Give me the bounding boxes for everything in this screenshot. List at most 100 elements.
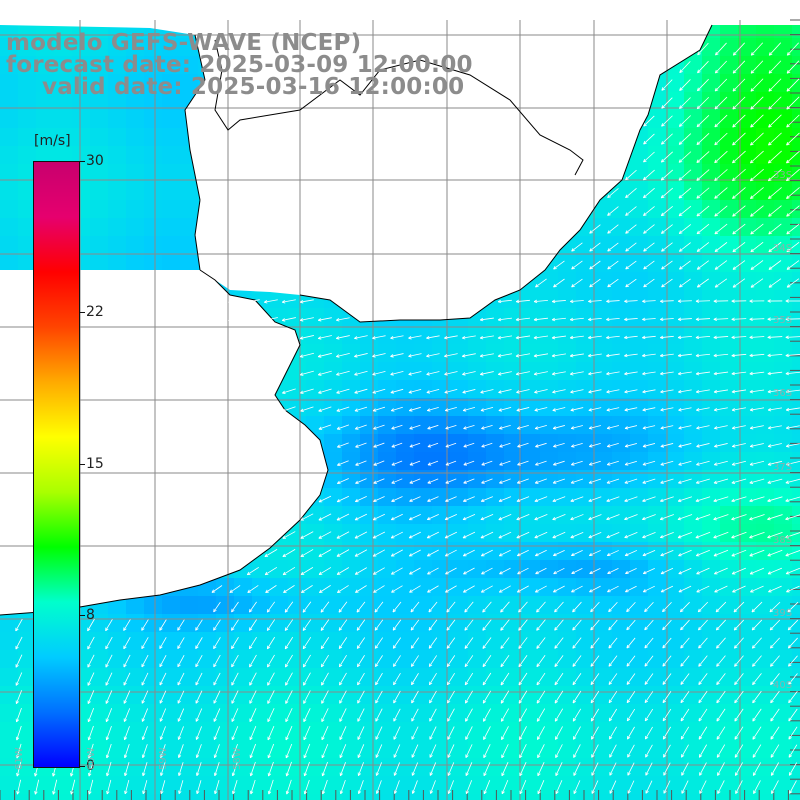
wind-speed-cell (684, 416, 703, 435)
wind-speed-cell (666, 290, 685, 309)
wind-speed-cell (666, 650, 685, 669)
wind-speed-cell (792, 722, 800, 741)
wind-speed-cell (540, 632, 559, 651)
wind-speed-cell (612, 452, 631, 471)
wind-speed-cell (108, 182, 127, 201)
wind-speed-cell (54, 38, 73, 57)
wind-speed-cell (684, 794, 703, 800)
wind-speed-cell (288, 596, 307, 615)
wind-speed-cell (90, 146, 109, 165)
wind-speed-cell (774, 380, 793, 399)
wind-speed-cell (504, 488, 523, 507)
wind-speed-cell (360, 668, 379, 687)
wind-speed-cell (792, 380, 800, 399)
wind-speed-cell (396, 362, 415, 381)
wind-speed-cell (324, 434, 343, 453)
wind-speed-cell (648, 506, 667, 525)
wind-speed-cell (90, 128, 109, 147)
wind-speed-cell (630, 668, 649, 687)
wind-speed-cell (720, 470, 739, 489)
wind-speed-cell (756, 290, 775, 309)
wind-speed-cell (738, 470, 757, 489)
wind-speed-cell (738, 308, 757, 327)
wind-speed-cell (774, 146, 793, 165)
wind-speed-cell (738, 344, 757, 363)
wind-speed-cell (630, 596, 649, 615)
wind-speed-cell (738, 110, 757, 129)
wind-speed-cell (162, 38, 181, 57)
wind-speed-cell (0, 632, 19, 651)
wind-speed-cell (324, 362, 343, 381)
wind-speed-cell (630, 362, 649, 381)
wind-speed-cell (792, 524, 800, 543)
wind-speed-cell (720, 398, 739, 417)
wind-speed-cell (360, 362, 379, 381)
wind-speed-cell (198, 740, 217, 759)
wind-speed-cell (684, 524, 703, 543)
wind-speed-cell (396, 524, 415, 543)
wind-speed-cell (126, 596, 145, 615)
wind-speed-cell (684, 308, 703, 327)
wind-speed-cell (558, 524, 577, 543)
wind-speed-cell (198, 668, 217, 687)
wind-speed-cell (702, 380, 721, 399)
latitude-label: 38S (773, 535, 793, 546)
wind-speed-cell (396, 506, 415, 525)
wind-speed-cell (432, 794, 451, 800)
wind-speed-cell (126, 182, 145, 201)
wind-speed-cell (126, 650, 145, 669)
wind-speed-cell (360, 578, 379, 597)
wind-speed-cell (648, 398, 667, 417)
wind-speed-cell (558, 362, 577, 381)
wind-speed-cell (378, 650, 397, 669)
wind-speed-cell (378, 488, 397, 507)
wind-speed-cell (0, 92, 19, 111)
wind-speed-cell (324, 776, 343, 795)
wind-speed-cell (720, 740, 739, 759)
wind-speed-cell (342, 794, 361, 800)
wind-speed-cell (234, 776, 253, 795)
wind-speed-cell (576, 308, 595, 327)
wind-speed-cell (396, 326, 415, 345)
wind-speed-cell (306, 398, 325, 417)
wind-speed-cell (720, 362, 739, 381)
wind-speed-cell (198, 704, 217, 723)
wind-speed-cell (324, 668, 343, 687)
wind-speed-cell (738, 416, 757, 435)
wind-speed-cell (342, 650, 361, 669)
wind-speed-cell (324, 650, 343, 669)
wind-speed-cell (144, 146, 163, 165)
wind-speed-cell (558, 632, 577, 651)
wind-speed-cell (108, 92, 127, 111)
wind-speed-cell (450, 524, 469, 543)
wind-speed-cell (414, 560, 433, 579)
wind-speed-cell (288, 632, 307, 651)
wind-speed-cell (720, 128, 739, 147)
wind-speed-cell (360, 380, 379, 399)
wind-speed-cell (504, 362, 523, 381)
wind-speed-cell (234, 596, 253, 615)
wind-speed-cell (378, 578, 397, 597)
wind-speed-cell (522, 290, 541, 309)
wind-speed-cell (162, 596, 181, 615)
wind-speed-cell (108, 164, 127, 183)
wind-speed-cell (720, 326, 739, 345)
wind-speed-cell (144, 704, 163, 723)
wind-speed-cell (450, 632, 469, 651)
wind-speed-cell (738, 578, 757, 597)
wind-speed-cell (360, 416, 379, 435)
wind-speed-cell (666, 470, 685, 489)
wind-speed-cell (540, 542, 559, 561)
wind-speed-cell (342, 524, 361, 543)
wind-speed-cell (126, 200, 145, 219)
wind-speed-cell (378, 362, 397, 381)
wind-speed-cell (738, 56, 757, 75)
wind-speed-cell (36, 56, 55, 75)
wind-speed-cell (396, 794, 415, 800)
wind-speed-cell (630, 650, 649, 669)
wind-speed-cell (360, 794, 379, 800)
wind-speed-cell (738, 596, 757, 615)
wind-speed-cell (18, 92, 37, 111)
wind-speed-cell (324, 686, 343, 705)
wind-speed-cell (468, 650, 487, 669)
